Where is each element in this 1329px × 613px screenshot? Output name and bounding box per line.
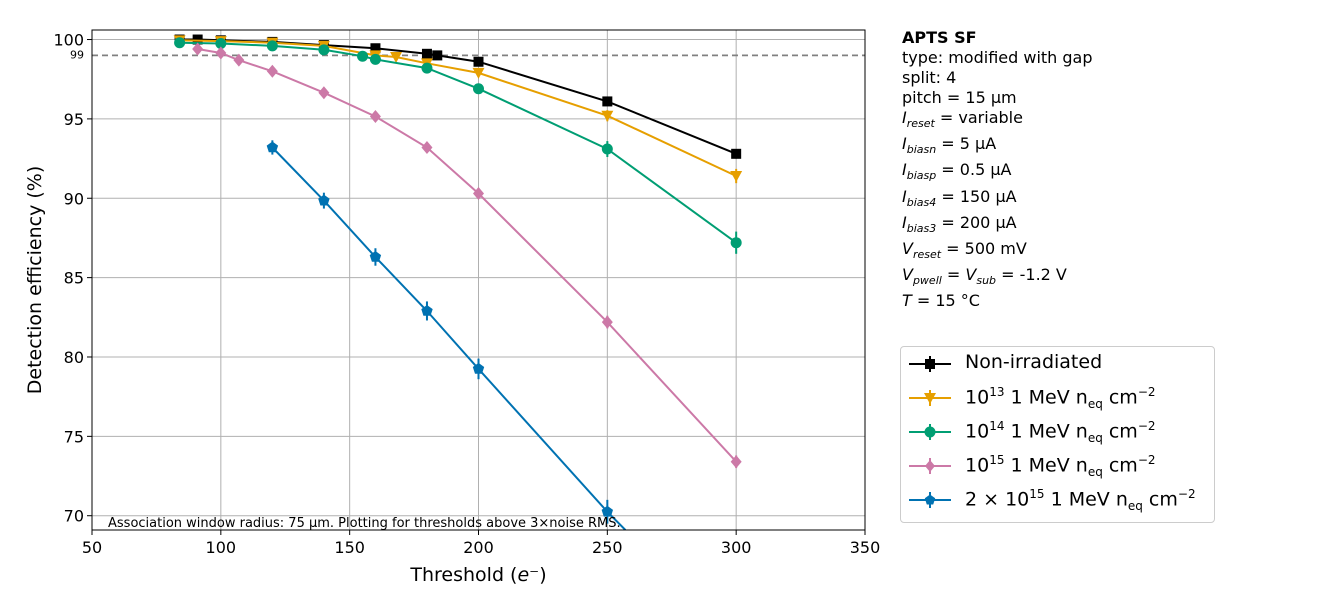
data-point-3-8 [601, 315, 613, 329]
data-point-4-5 [601, 505, 613, 517]
data-point-3-9 [730, 455, 742, 469]
reference-line-label: 99 [70, 48, 84, 61]
series-2 [174, 37, 742, 254]
data-point-3-6 [421, 140, 433, 154]
legend-entry-1e15: 1015 1 MeV neq cm−2 [901, 449, 1214, 483]
data-point-0-6 [421, 48, 432, 59]
legend-entry-1e14: 1014 1 MeV neq cm−2 [901, 415, 1214, 449]
legend-marker-square [909, 356, 951, 372]
efficiency-chart: 99 50 100 150 200 250 300 350 70 75 80 85 90 95 100 T… [24, 29, 880, 586]
info-temp: T = 15 °C [902, 291, 980, 311]
x-tick-label-100: 100 [206, 538, 237, 557]
info-split: split: 4 [902, 68, 957, 87]
y-tick-label-100: 100 [53, 31, 84, 50]
data-point-2-6 [421, 62, 433, 74]
data-point-2-1 [215, 37, 227, 49]
data-point-0-9 [602, 96, 613, 107]
series-line-1 [179, 39, 737, 177]
legend-entry-1e13: 1013 1 MeV neq cm−2 [901, 381, 1214, 415]
data-point-3-7 [473, 186, 484, 200]
legend-marker-diamond [909, 458, 951, 474]
data-point-0-7 [432, 50, 443, 61]
x-tick-label-350: 350 [850, 538, 881, 557]
info-title: APTS SF [902, 28, 977, 47]
x-axis-label: Threshold (e⁻) [409, 564, 546, 586]
data-point-3-2 [233, 53, 245, 67]
axis-ticks: 50 100 150 200 250 300 350 70 75 80 85 90 95 100 [53, 31, 880, 557]
info-ibias4: Ibias4 = 150 µA [902, 186, 1017, 209]
series-1 [173, 35, 743, 184]
legend-label-1e13: 1013 1 MeV neq cm−2 [965, 385, 1156, 412]
data-point-4-1 [318, 194, 330, 206]
series-line-2 [179, 41, 737, 244]
x-tick-label-300: 300 [721, 538, 752, 557]
info-vreset: Vreset = 500 mV [902, 238, 1027, 262]
series-line-3 [197, 48, 737, 463]
x-tick-label-150: 150 [334, 538, 365, 557]
y-tick-label-80: 80 [64, 348, 84, 367]
legend-entry-non-irradiated: Non-irradiated [901, 347, 1214, 381]
data-point-2-4 [357, 50, 369, 62]
grid [91, 30, 866, 530]
data-point-4-2 [369, 251, 382, 262]
legend-label-1e14: 1014 1 MeV neq cm−2 [965, 419, 1156, 446]
data-point-2-7 [473, 83, 484, 95]
data-point-2-2 [266, 40, 278, 52]
data-point-1-7 [472, 67, 485, 79]
y-axis-label: Detection efficiency (%) [24, 166, 46, 394]
data-point-3-0 [192, 42, 204, 56]
x-tick-label-50: 50 [82, 538, 102, 557]
legend-label-non-irradiated: Non-irradiated [965, 351, 1103, 373]
info-ireset: Ireset = variable [902, 108, 1023, 131]
legend-marker-triangle [909, 390, 951, 406]
data-point-3-5 [369, 110, 381, 124]
x-tick-label-200: 200 [463, 538, 494, 557]
series-0 [174, 34, 742, 159]
data-point-2-9 [730, 237, 742, 249]
data-point-3-4 [318, 86, 330, 100]
data-point-4-0 [266, 141, 279, 153]
legend-entry-2e15: 2 × 1015 1 MeV neq cm−2 [901, 483, 1214, 517]
series-3 [192, 42, 742, 469]
info-ibiasp: Ibiasp = 0.5 µA [902, 160, 1012, 183]
legend-label-2e15: 2 × 1015 1 MeV neq cm−2 [965, 487, 1196, 514]
legend-marker-circle [909, 424, 951, 440]
info-pitch: pitch = 15 µm [902, 88, 1017, 107]
data-point-0-8 [473, 56, 484, 67]
data-point-4-4 [472, 362, 485, 374]
reference-line-99: 99 [70, 48, 865, 61]
data-point-0-1 [192, 34, 203, 45]
data-point-3-3 [266, 64, 278, 78]
data-point-2-3 [318, 44, 330, 56]
legend-label-1e15: 1015 1 MeV neq cm−2 [965, 453, 1156, 480]
data-point-0-5 [370, 43, 381, 54]
y-tick-label-95: 95 [64, 110, 84, 129]
info-panel: APTS SF type: modified with gap split: 4… [902, 28, 1093, 311]
annotation-text: Association window radius: 75 µm. Plotti… [108, 516, 621, 531]
data-point-4-3 [421, 305, 433, 316]
data-point-2-0 [174, 37, 186, 49]
data-point-2-5 [369, 53, 381, 65]
info-ibias3: Ibias3 = 200 µA [902, 212, 1017, 235]
y-tick-label-75: 75 [64, 427, 84, 446]
legend: Non-irradiated 1013 1 MeV neq cm−2 1014 … [900, 346, 1215, 523]
series-4 [266, 140, 627, 530]
info-ibiasn: Ibiasn = 5 µA [902, 134, 997, 157]
y-tick-label-70: 70 [64, 507, 84, 526]
info-type: type: modified with gap [902, 48, 1093, 67]
series-group [173, 34, 743, 530]
data-point-1-9 [730, 171, 743, 183]
data-point-3-1 [215, 46, 227, 60]
legend-marker-pentagon [909, 492, 951, 508]
y-tick-label-90: 90 [64, 189, 84, 208]
data-point-0-10 [731, 148, 742, 159]
y-tick-label-85: 85 [64, 269, 84, 288]
data-point-2-8 [601, 143, 613, 155]
data-point-1-5 [390, 51, 403, 63]
info-vpwell: Vpwell = Vsub = -1.2 V [902, 265, 1067, 288]
data-point-1-8 [601, 110, 614, 122]
x-tick-label-250: 250 [592, 538, 623, 557]
